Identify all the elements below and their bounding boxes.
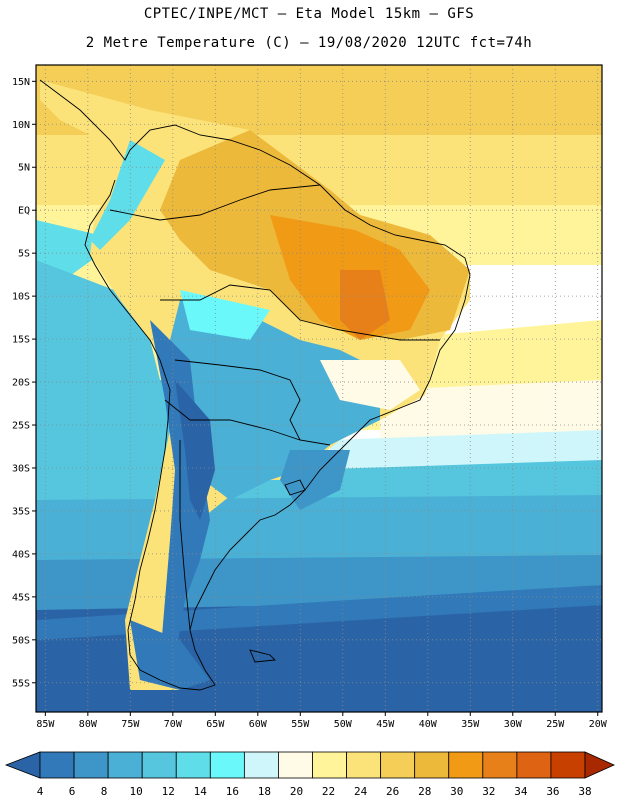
longitude-tick-label: 55W: [291, 719, 310, 730]
latitude-tick-label: 5N: [18, 163, 30, 174]
colorbar-right-arrow: [584, 751, 615, 779]
latitude-tick-label: 10S: [12, 292, 30, 303]
longitude-tick-label: 75W: [121, 719, 140, 730]
colorbar-swatch: [107, 751, 143, 779]
colorbar-swatch: [380, 751, 416, 779]
longitude-ticks: 85W 80W 75W 70W 65W 60W 55W 50W 45W 40W 35W 30W 25W 2…: [36, 712, 608, 730]
colorbar-left-arrow: [4, 751, 41, 779]
longitude-tick-label: 25W: [546, 719, 565, 730]
colorbar-label: 34: [514, 785, 528, 798]
colorbar-swatch: [73, 751, 109, 779]
latitude-tick-label: 5S: [18, 249, 30, 260]
latitude-tick-label: 25S: [12, 421, 30, 432]
colorbar-label: 8: [101, 785, 108, 798]
colorbar-swatch: [312, 751, 347, 779]
latitude-tick-label: 15S: [12, 335, 30, 346]
colorbar-swatch: [141, 751, 177, 779]
colorbar-label: 24: [354, 785, 368, 798]
colorbar-label: 32: [482, 785, 495, 798]
temperature-field: [36, 65, 602, 712]
latitude-tick-label: 40S: [12, 549, 30, 560]
colorbar-swatch: [278, 751, 313, 779]
colorbar-swatch: [175, 751, 211, 779]
colorbar-label: 36: [546, 785, 559, 798]
colorbar-label: 26: [386, 785, 399, 798]
coastlines-and-borders: [39, 79, 471, 691]
colorbar-label: 38: [578, 785, 591, 798]
latitude-tick-label: 15N: [12, 77, 30, 88]
latitude-tick-label: 35S: [12, 506, 30, 517]
colorbar-swatch: [448, 751, 484, 779]
colorbar-swatch: [482, 751, 518, 779]
latitude-tick-label: 55S: [12, 678, 30, 689]
longitude-tick-label: 80W: [79, 719, 98, 730]
colorbar-label: 30: [450, 785, 463, 798]
longitude-tick-label: 85W: [36, 719, 55, 730]
colorbar-swatch: [346, 751, 382, 779]
longitude-tick-label: 35W: [461, 719, 480, 730]
longitude-tick-label: 60W: [249, 719, 268, 730]
longitude-tick-label: 70W: [164, 719, 183, 730]
latitude-tick-label: EQ: [18, 206, 30, 217]
colorbar: 4 6 8 10 12 14 16 18 20 22 24 26 28 30 32 34 36 38: [4, 751, 615, 798]
colorbar-label: 16: [226, 785, 239, 798]
colorbar-label: 22: [322, 785, 335, 798]
colorbar-swatch: [209, 751, 245, 779]
latitude-tick-label: 45S: [12, 592, 30, 603]
longitude-tick-label: 50W: [334, 719, 353, 730]
map-frame: [35, 64, 603, 713]
colorbar-label: 10: [130, 785, 143, 798]
latitude-tick-label: 10N: [12, 120, 30, 131]
colorbar-swatch: [550, 751, 586, 779]
latitude-ticks: 15N 10N 5N EQ 5S 10S 15S 20S 25S 30S 35S 40S 45S 50S 5…: [12, 77, 36, 689]
latitude-tick-label: 50S: [12, 635, 30, 646]
longitude-tick-label: 65W: [206, 719, 225, 730]
colorbar-label: 6: [69, 785, 76, 798]
colorbar-label: 20: [290, 785, 303, 798]
colorbar-label: 14: [194, 785, 208, 798]
latitude-tick-label: 30S: [12, 463, 30, 474]
longitude-tick-label: 30W: [504, 719, 523, 730]
latitude-tick-label: 20S: [12, 378, 30, 389]
colorbar-label: 18: [258, 785, 271, 798]
colorbar-label: 28: [418, 785, 431, 798]
colorbar-swatch: [516, 751, 552, 779]
map-title-line-2: 2 Metre Temperature (C) – 19/08/2020 12U…: [85, 35, 533, 51]
colorbar-swatch: [414, 751, 450, 779]
longitude-tick-label: 40W: [419, 719, 438, 730]
colorbar-swatch: [39, 751, 75, 779]
colorbar-swatch: [243, 751, 279, 779]
longitude-tick-label: 20W: [589, 719, 608, 730]
map-title-line-1: CPTEC/INPE/MCT – Eta Model 15km – GFS: [143, 6, 475, 22]
colorbar-label: 4: [37, 785, 44, 798]
colorbar-label: 12: [162, 785, 175, 798]
longitude-tick-label: 45W: [376, 719, 395, 730]
